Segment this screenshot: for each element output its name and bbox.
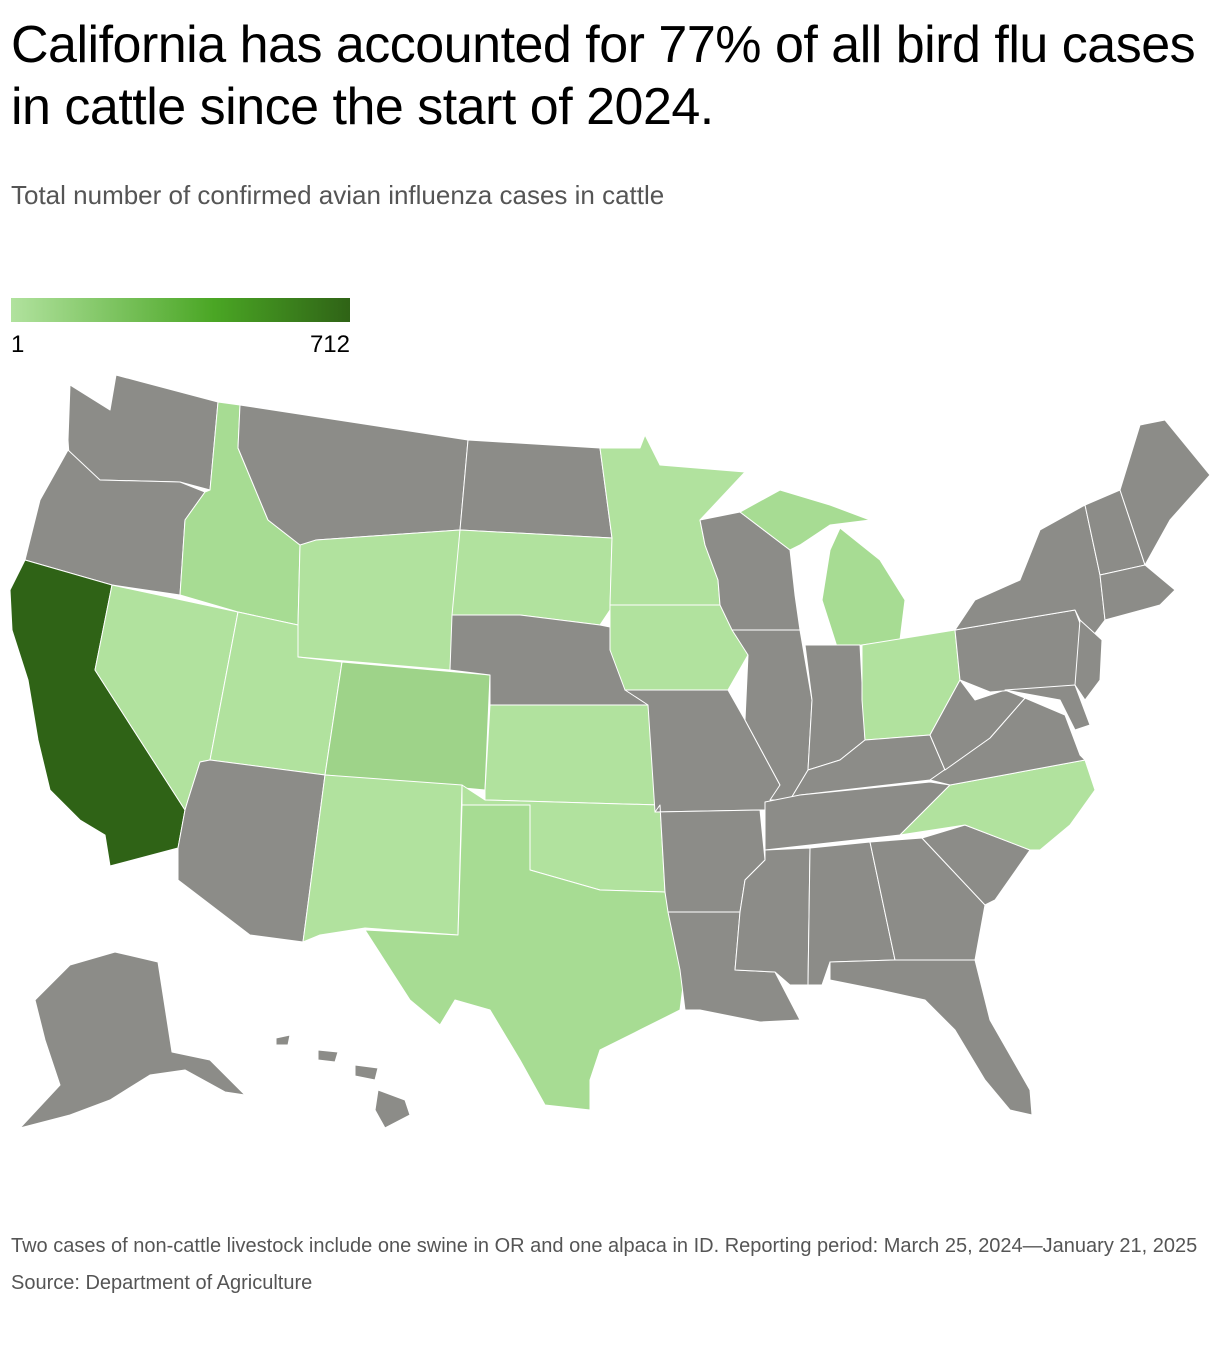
state-georgia: [869, 837, 986, 961]
state-hawaii-2: [317, 1049, 339, 1063]
state-south-dakota: [451, 529, 613, 626]
footnote-note: Two cases of non-cattle livestock includ…: [11, 1235, 1198, 1257]
state-michigan: [821, 527, 906, 651]
legend-gradient-bar: [11, 298, 350, 322]
state-north-dakota: [459, 439, 613, 539]
footnote-source: Source: Department of Agriculture: [11, 1272, 313, 1294]
state-wyoming: [297, 529, 461, 671]
chart-subtitle: Total number of confirmed avian influenz…: [11, 180, 665, 210]
state-arizona: [177, 759, 326, 943]
legend-max-label: 712: [309, 331, 350, 358]
state-south-carolina: [921, 824, 1031, 906]
us-states-map: [9, 374, 1211, 1129]
legend-min-label: 1: [11, 331, 25, 358]
state-maryland-delaware: [1004, 684, 1091, 731]
state-texas: [364, 804, 686, 1111]
state-new-mexico: [302, 774, 463, 943]
state-michigan-upper: [739, 489, 871, 551]
color-legend: 1 712: [11, 298, 350, 359]
state-colorado: [324, 661, 491, 791]
state-west-virginia: [929, 679, 1026, 771]
chart-title: California has accounted for 77% of all …: [11, 16, 1196, 136]
state-massachusetts-ct-ri: [1099, 564, 1176, 621]
state-hawaii-3: [354, 1064, 379, 1081]
state-alaska: [19, 951, 246, 1129]
state-hawaii-1: [275, 1034, 291, 1046]
state-kansas: [484, 704, 661, 806]
state-hawaii-big-island: [374, 1089, 411, 1129]
footnote: Two cases of non-cattle livestock includ…: [11, 1228, 1206, 1302]
state-new-jersey: [1074, 619, 1103, 701]
state-florida: [829, 959, 1033, 1116]
